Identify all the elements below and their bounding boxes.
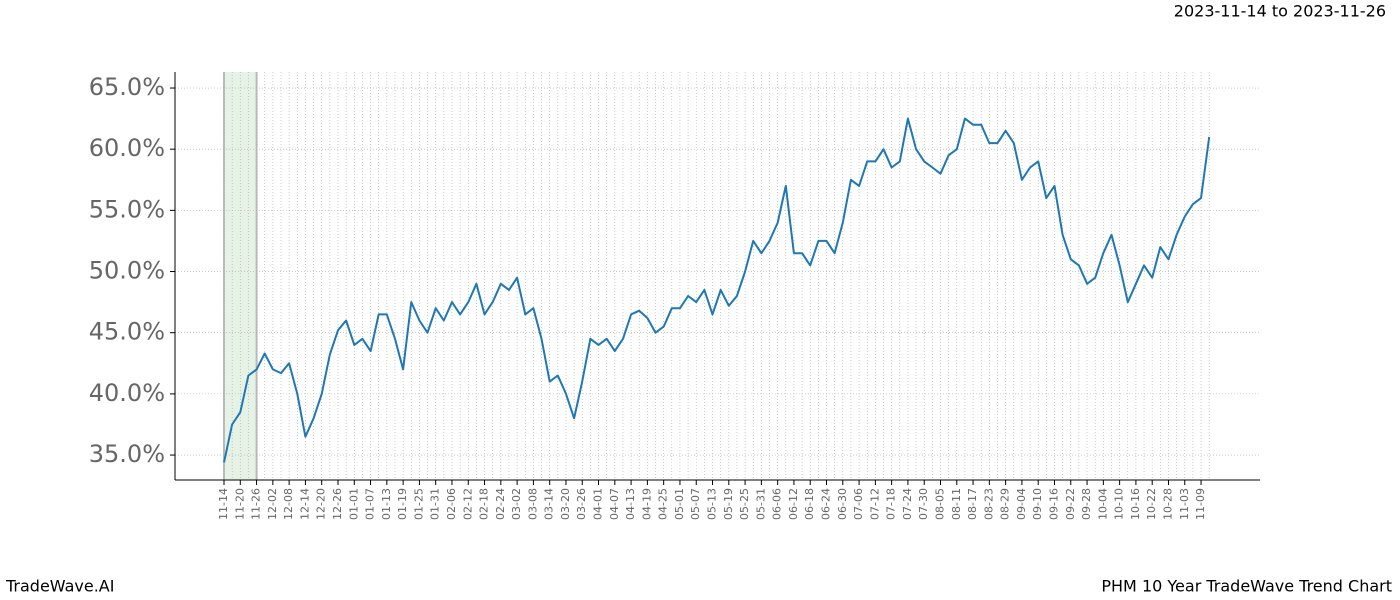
x-tick-label: 10-04 [1096,488,1109,520]
y-tick-label: 40.0% [89,379,165,407]
x-tick-label: 01-19 [396,488,409,520]
x-tick-label: 10-16 [1129,488,1142,520]
y-tick-label: 65.0% [89,73,165,101]
y-tick-label: 45.0% [89,318,165,346]
x-tick-label: 08-23 [982,488,995,520]
x-tick-label: 12-08 [282,488,295,520]
x-tick-label: 05-31 [754,488,767,520]
x-tick-label: 07-18 [885,488,898,520]
x-tick-label: 08-11 [950,488,963,520]
x-tick-label: 03-20 [559,488,572,520]
x-tick-label: 05-25 [738,488,751,520]
x-tick-label: 12-14 [298,488,311,520]
chart-title: PHM 10 Year TradeWave Trend Chart [1101,577,1392,596]
x-tick-label: 03-26 [575,488,588,520]
x-tick-label: 07-06 [852,488,865,520]
x-tick-label: 05-01 [673,488,686,520]
x-tick-label: 05-13 [706,488,719,520]
x-tick-label: 01-25 [412,488,425,520]
y-tick-label: 50.0% [89,257,165,285]
x-tick-label: 10-10 [1113,488,1126,520]
x-tick-label: 03-02 [510,488,523,520]
x-tick-label: 08-05 [933,488,946,520]
y-tick-label: 60.0% [89,134,165,162]
x-tick-label: 08-17 [966,488,979,520]
x-tick-label: 04-13 [624,488,637,520]
x-tick-label: 09-28 [1080,488,1093,520]
x-tick-label: 09-04 [1015,488,1028,520]
x-tick-label: 11-26 [250,488,263,520]
x-tick-label: 07-30 [917,488,930,520]
brand: TradeWave.AI [5,577,114,596]
x-tick-label: 01-07 [364,488,377,520]
x-tick-label: 11-09 [1194,488,1207,520]
x-tick-label: 04-25 [657,488,670,520]
x-tick-label: 11-03 [1178,488,1191,520]
y-tick-label: 55.0% [89,195,165,223]
x-tick-label: 02-24 [494,488,507,520]
date-range: 2023-11-14 to 2023-11-26 [1174,2,1386,21]
x-tick-label: 03-14 [543,488,556,520]
x-tick-label: 02-12 [461,488,474,520]
x-tick-label: 11-14 [217,488,230,520]
x-tick-label: 10-28 [1161,488,1174,520]
x-tick-label: 07-12 [868,488,881,520]
x-tick-label: 12-20 [315,488,328,520]
x-tick-label: 02-06 [445,488,458,520]
x-tick-label: 04-19 [640,488,653,520]
x-tick-label: 01-31 [429,488,442,520]
x-tick-label: 06-06 [771,488,784,520]
x-tick-label: 06-18 [803,488,816,520]
x-tick-label: 04-01 [592,488,605,520]
x-tick-label: 05-19 [722,488,735,520]
x-tick-label: 12-26 [331,488,344,520]
x-tick-label: 06-24 [820,488,833,520]
x-tick-label: 06-30 [836,488,849,520]
x-tick-label: 09-16 [1047,488,1060,520]
x-tick-label: 07-24 [901,488,914,520]
x-tick-label: 09-10 [1031,488,1044,520]
x-tick-label: 03-08 [526,488,539,520]
y-tick-label: 35.0% [89,440,165,468]
x-tick-label: 12-02 [266,488,279,520]
x-tick-label: 01-13 [380,488,393,520]
x-tick-label: 08-29 [999,488,1012,520]
x-tick-label: 11-20 [233,488,246,520]
x-tick-label: 05-07 [689,488,702,520]
x-tick-label: 02-18 [478,488,491,520]
x-tick-label: 09-22 [1064,488,1077,520]
x-tick-label: 04-07 [608,488,621,520]
x-tick-label: 06-12 [787,488,800,520]
x-tick-label: 01-01 [347,488,360,520]
x-tick-label: 10-22 [1145,488,1158,520]
trend-line [223,117,1211,463]
